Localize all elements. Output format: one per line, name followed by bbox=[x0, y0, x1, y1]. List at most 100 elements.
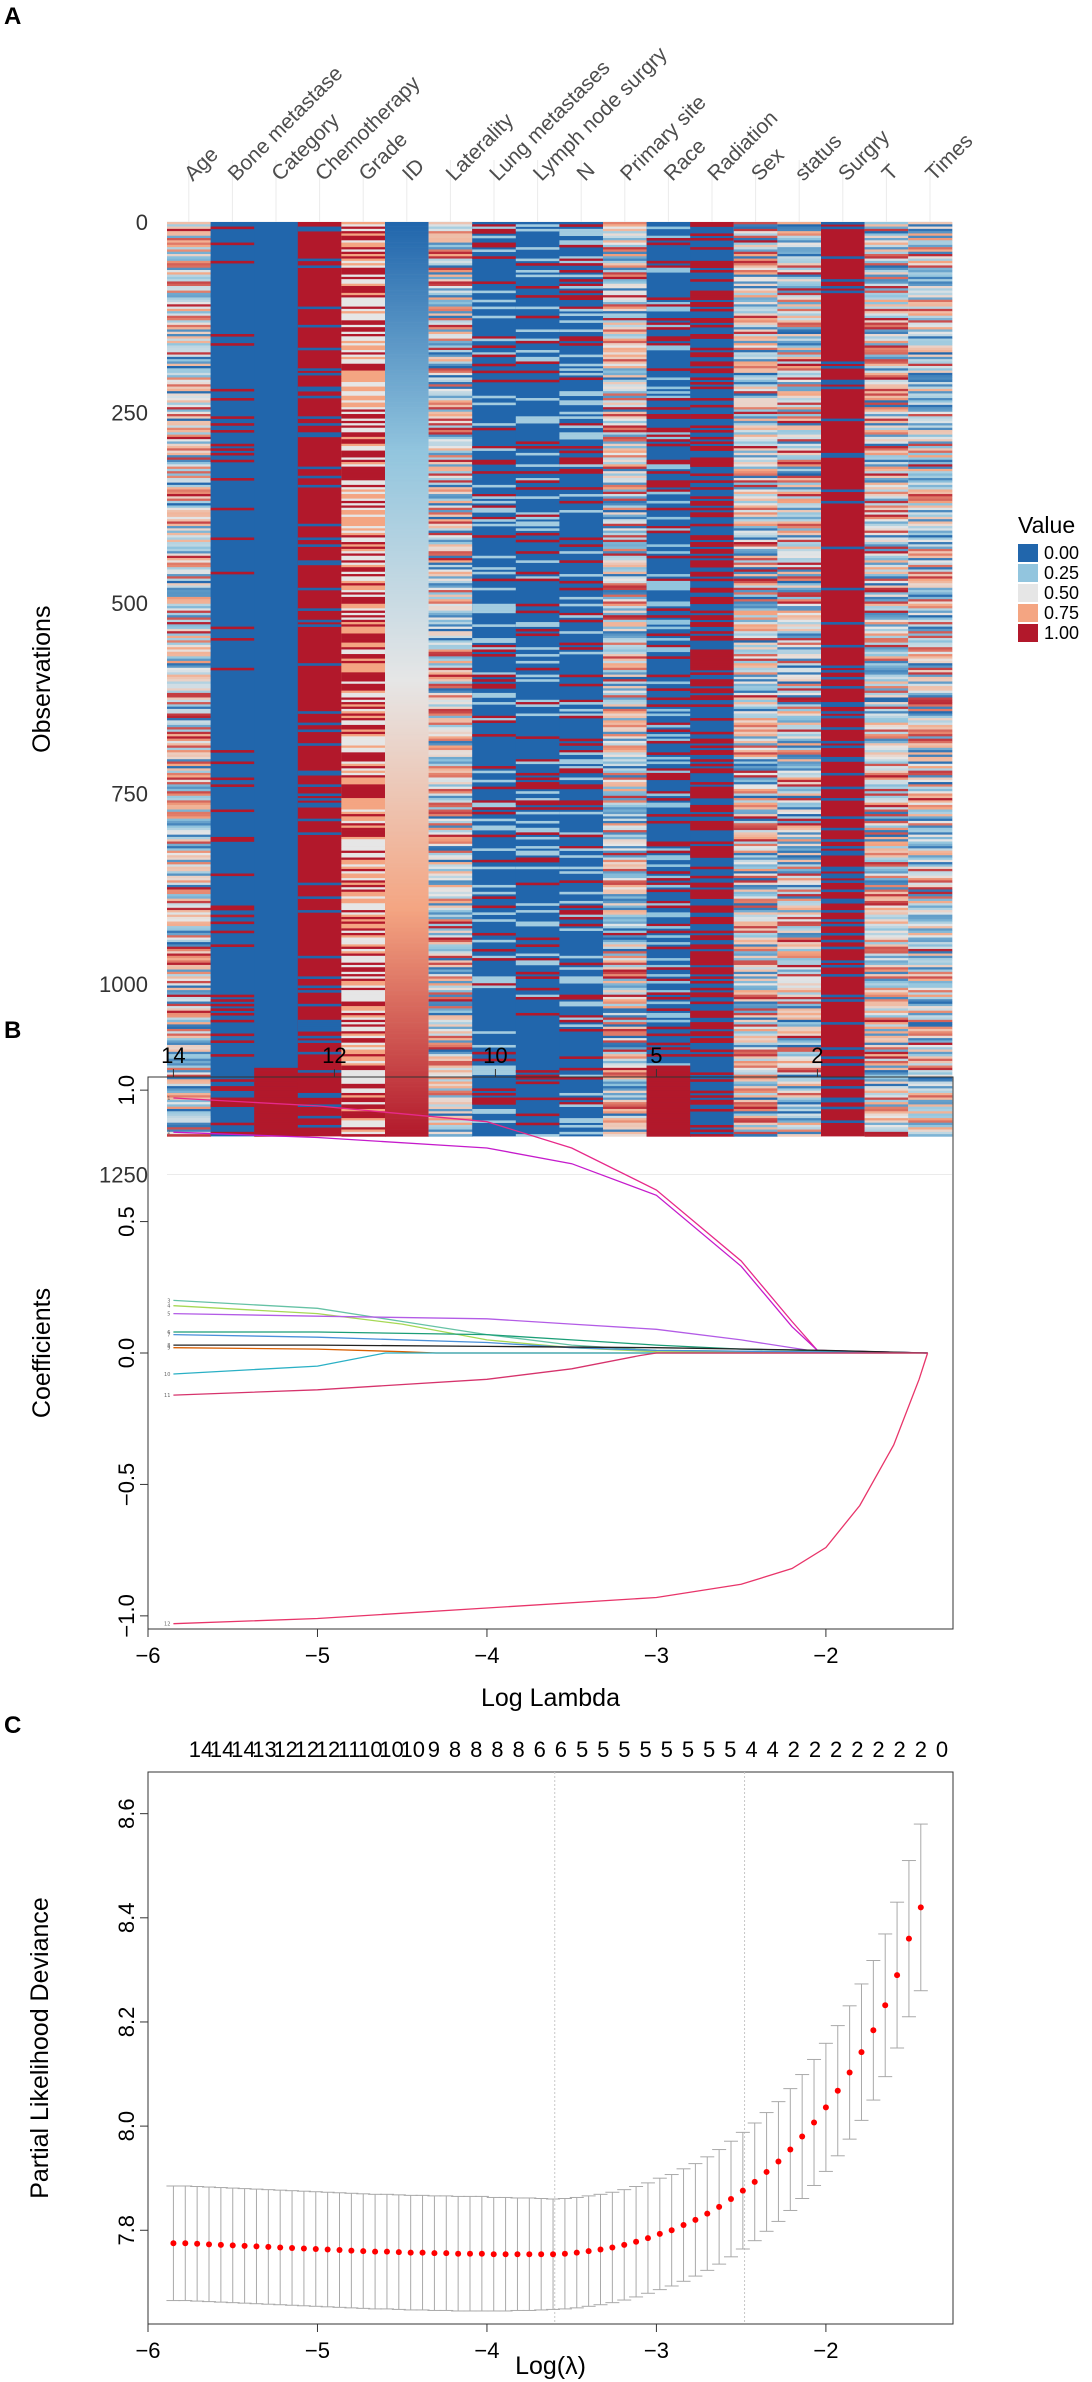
heatmap-cell bbox=[385, 971, 430, 975]
heatmap-cell bbox=[908, 569, 953, 573]
heatmap-cell bbox=[385, 402, 430, 406]
heatmap-cell bbox=[341, 1063, 386, 1066]
heatmap-cell bbox=[646, 551, 691, 554]
heatmap-cell bbox=[864, 672, 909, 675]
heatmap-cell bbox=[341, 452, 386, 456]
heatmap-cell bbox=[777, 587, 822, 591]
top-tick-label: 12 bbox=[322, 1043, 346, 1068]
heatmap-cell bbox=[428, 480, 473, 483]
heatmap-cell bbox=[428, 457, 473, 461]
heatmap-cell bbox=[167, 416, 212, 419]
heatmap-cell bbox=[167, 580, 212, 584]
heatmap-cell bbox=[167, 820, 212, 824]
heatmap-cell bbox=[864, 1033, 909, 1037]
heatmap-cell bbox=[690, 334, 735, 337]
heatmap-cell bbox=[167, 539, 212, 543]
heatmap-cell bbox=[603, 743, 648, 746]
heatmap-cell bbox=[733, 512, 778, 515]
heatmap-cell bbox=[167, 226, 212, 230]
heatmap-cell bbox=[559, 363, 604, 367]
heatmap-cell bbox=[559, 905, 604, 909]
heatmap-cell bbox=[603, 1113, 648, 1117]
x-tick-label: −3 bbox=[644, 2338, 669, 2363]
heatmap-cell bbox=[428, 704, 473, 707]
heatmap-cell bbox=[428, 889, 473, 893]
heatmap-cell bbox=[167, 244, 212, 248]
heatmap-cell bbox=[428, 971, 473, 975]
heatmap-cell bbox=[777, 638, 822, 641]
heatmap-cell bbox=[167, 843, 212, 847]
heatmap-cell bbox=[341, 697, 386, 701]
heatmap-cell bbox=[777, 1067, 822, 1071]
heatmap-cell bbox=[908, 388, 953, 392]
heatmap-cell bbox=[864, 507, 909, 511]
heatmap-cell bbox=[603, 244, 648, 248]
heatmap-cell bbox=[908, 1081, 953, 1085]
heatmap-cell bbox=[908, 302, 953, 305]
heatmap-cell bbox=[690, 361, 735, 365]
heatmap-cell bbox=[341, 738, 386, 742]
heatmap-cell bbox=[167, 900, 212, 904]
heatmap-cell bbox=[908, 512, 953, 515]
heatmap-cell bbox=[167, 455, 212, 458]
heatmap-cell bbox=[908, 1129, 953, 1133]
heatmap-cell bbox=[603, 955, 648, 959]
heatmap-cell bbox=[341, 313, 386, 317]
heatmap-cell bbox=[777, 375, 822, 378]
heatmap-cell bbox=[908, 779, 953, 783]
heatmap-cell bbox=[733, 569, 778, 573]
heatmap-cell bbox=[167, 1031, 212, 1034]
heatmap-cell bbox=[603, 393, 648, 397]
heatmap-cell bbox=[777, 606, 822, 609]
heatmap-cell bbox=[472, 281, 517, 285]
heatmap-cell bbox=[167, 862, 212, 865]
heatmap-cell bbox=[603, 1134, 648, 1137]
heatmap-cell bbox=[777, 311, 822, 314]
heatmap-cell bbox=[428, 699, 473, 703]
heatmap-cell bbox=[254, 1083, 299, 1087]
heatmap-column-bone-metastase bbox=[210, 222, 255, 1137]
heatmap-cell bbox=[908, 1134, 953, 1137]
heatmap-cell bbox=[690, 370, 735, 374]
heatmap-cell bbox=[777, 852, 822, 856]
heatmap-cell bbox=[603, 880, 648, 883]
heatmap-cell bbox=[341, 382, 386, 385]
heatmap-cell bbox=[821, 852, 866, 856]
heatmap-cell bbox=[733, 603, 778, 607]
heatmap-cell bbox=[341, 1113, 386, 1117]
heatmap-cell bbox=[908, 329, 953, 333]
heatmap-cell bbox=[167, 535, 212, 538]
heatmap-cell bbox=[908, 1131, 953, 1135]
heatmap-cell bbox=[821, 873, 866, 877]
heatmap-cell bbox=[908, 411, 953, 415]
heatmap-cell bbox=[646, 242, 691, 246]
heatmap-cell bbox=[733, 932, 778, 936]
heatmap-cell bbox=[559, 699, 604, 703]
heatmap-cell bbox=[210, 1012, 255, 1016]
heatmap-cell bbox=[733, 327, 778, 330]
heatmap-cell bbox=[515, 578, 560, 582]
heatmap-cell bbox=[908, 900, 953, 904]
heatmap-cell bbox=[690, 1079, 735, 1082]
heatmap-cell bbox=[603, 489, 648, 493]
heatmap-cell bbox=[385, 786, 430, 790]
heatmap-cell bbox=[341, 1038, 386, 1041]
heatmap-cell bbox=[646, 1072, 691, 1075]
heatmap-cell bbox=[690, 1024, 735, 1027]
heatmap-cell bbox=[821, 1106, 866, 1110]
heatmap-cell bbox=[646, 992, 691, 995]
heatmap-cell bbox=[167, 644, 212, 648]
heatmap-cell bbox=[646, 697, 691, 701]
heatmap-cell bbox=[559, 674, 604, 678]
heatmap-cell bbox=[515, 286, 560, 289]
heatmap-cell bbox=[559, 244, 604, 248]
heatmap-cell bbox=[341, 606, 386, 609]
heatmap-cell bbox=[690, 448, 735, 451]
heatmap-cell bbox=[777, 366, 822, 369]
heatmap-cell bbox=[603, 871, 648, 874]
heatmap-cell bbox=[646, 946, 691, 950]
heatmap-cell bbox=[908, 247, 953, 250]
heatmap-cell bbox=[777, 475, 822, 479]
heatmap-cell bbox=[603, 841, 648, 845]
heatmap-cell bbox=[167, 775, 212, 778]
